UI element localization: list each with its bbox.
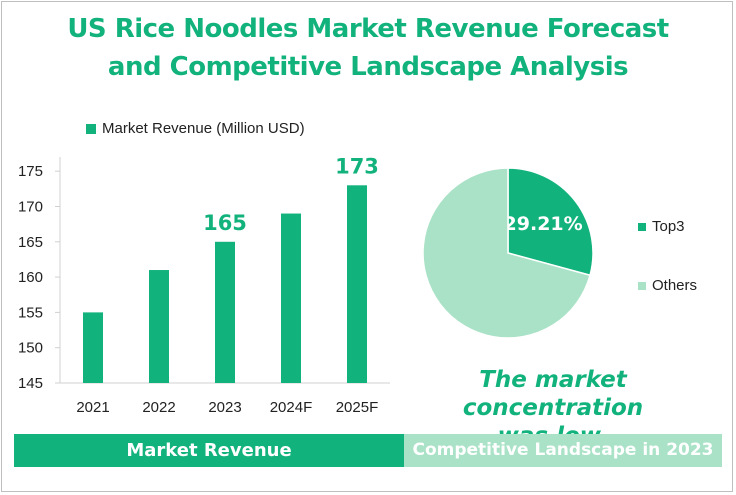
title-line-1: US Rice Noodles Market Revenue Forecast bbox=[67, 14, 669, 44]
bar-legend-swatch bbox=[86, 123, 96, 134]
pie-legend-swatch-others bbox=[638, 281, 646, 290]
pie-legend-top3: Top3 bbox=[638, 218, 685, 235]
x-tick-label: 2024F bbox=[270, 399, 313, 416]
title-line-2: and Competitive Landscape Analysis bbox=[107, 52, 629, 82]
band-competitive-landscape: Competitive Landscape in 2023 bbox=[404, 434, 722, 467]
y-tick-label: 155 bbox=[18, 304, 43, 321]
bar-2022 bbox=[149, 270, 169, 383]
pie-legend-label-others: Others bbox=[652, 277, 698, 294]
pie-slice-top3 bbox=[507, 167, 594, 277]
pie-legend-label-top3: Top3 bbox=[652, 218, 685, 235]
x-tick-label: 2025F bbox=[336, 399, 379, 416]
band-market-revenue: Market Revenue bbox=[14, 434, 404, 467]
y-tick-label: 170 bbox=[18, 198, 43, 215]
pie-data-label-top3: 29.21% bbox=[504, 213, 583, 235]
bar-2024F bbox=[281, 213, 301, 383]
data-label-2025F: 173 bbox=[335, 154, 379, 178]
bar-legend: Market Revenue (Million USD) bbox=[86, 120, 305, 137]
data-label-2023: 165 bbox=[203, 211, 247, 235]
pie-legend-swatch-top3 bbox=[638, 222, 646, 231]
concentration-note: The market concentration was low. bbox=[388, 366, 718, 450]
y-tick-label: 175 bbox=[18, 163, 43, 180]
y-tick-label: 150 bbox=[18, 340, 43, 357]
bar-2025F bbox=[347, 185, 367, 383]
note-line-1: The market concentration bbox=[462, 367, 644, 421]
bar-legend-label: Market Revenue (Million USD) bbox=[102, 120, 305, 137]
x-tick-label: 2023 bbox=[208, 399, 241, 416]
y-tick-label: 160 bbox=[18, 269, 43, 286]
x-tick-label: 2022 bbox=[142, 399, 175, 416]
chart-title: US Rice Noodles Market Revenue Forecast … bbox=[0, 10, 736, 86]
pie-legend-others: Others bbox=[638, 277, 697, 294]
bar-2023 bbox=[215, 241, 235, 383]
y-tick-label: 165 bbox=[18, 234, 43, 251]
pie-slice-others bbox=[422, 167, 591, 339]
x-tick-label: 2021 bbox=[76, 399, 109, 416]
y-tick-label: 145 bbox=[18, 375, 43, 392]
bar-2021 bbox=[83, 312, 103, 383]
